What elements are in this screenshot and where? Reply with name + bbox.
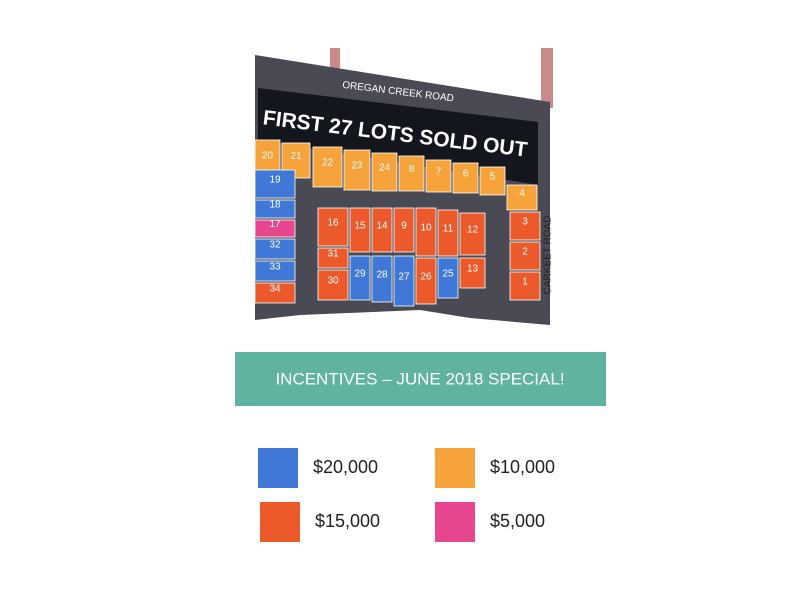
lot-number: 3 [522, 217, 528, 228]
lot-number: 25 [442, 269, 454, 280]
lot [393, 255, 415, 307]
legend-swatch [435, 448, 475, 488]
lot-number: 22 [322, 158, 334, 169]
lot-number: 10 [420, 223, 432, 234]
lot-number: 7 [436, 167, 442, 178]
lot-number: 14 [376, 221, 388, 232]
lot [393, 207, 415, 253]
lot [349, 207, 371, 253]
lot-number: 20 [262, 151, 274, 162]
lot [398, 155, 425, 192]
banner [235, 352, 606, 406]
sold-out-area [258, 88, 538, 185]
lot [317, 207, 349, 247]
lot [371, 207, 393, 253]
lot [254, 169, 296, 199]
lot [254, 238, 296, 260]
lot-number: 13 [467, 264, 479, 275]
lot-number: 8 [409, 164, 415, 175]
legend-label: $5,000 [490, 511, 545, 531]
lot [479, 166, 506, 196]
lot-number: 6 [463, 169, 469, 180]
lot-number: 11 [443, 224, 454, 235]
lot [254, 282, 296, 304]
lot-number: 30 [327, 276, 339, 287]
lot-number: 29 [354, 269, 366, 280]
lot [349, 255, 371, 301]
lot-number: 5 [490, 172, 496, 183]
lot-number: 16 [327, 218, 339, 229]
legend: $20,000 $10,000 $15,000 $5,000 [258, 448, 555, 542]
lot [509, 241, 541, 271]
lot [415, 257, 437, 305]
lot-number: 12 [467, 225, 479, 236]
lot-number: 1 [522, 277, 528, 288]
lot [371, 152, 398, 192]
lot [459, 212, 486, 256]
legend-swatch [435, 502, 475, 542]
legend-swatch [258, 448, 298, 488]
lot-number: 19 [269, 175, 281, 186]
legend-label: $10,000 [490, 457, 555, 477]
lot [343, 149, 371, 191]
lot-number: 21 [290, 151, 302, 162]
road-edge [541, 48, 553, 108]
road-edge [330, 48, 340, 73]
legend-label: $20,000 [313, 457, 378, 477]
lot-number: 4 [519, 188, 525, 199]
lot [317, 247, 349, 269]
lot [317, 269, 349, 301]
lot [415, 207, 437, 257]
lot-number: 18 [269, 200, 281, 211]
lot [425, 159, 452, 193]
legend-swatch [260, 502, 300, 542]
legend-label: $15,000 [315, 511, 380, 531]
lot [506, 184, 538, 211]
lot-number: 32 [269, 240, 281, 251]
lot-number: 24 [379, 163, 391, 174]
lot-number: 34 [269, 284, 281, 295]
lot-number: 27 [398, 272, 410, 283]
lot-number: 23 [351, 161, 363, 172]
lot [254, 219, 296, 238]
lot-number: 33 [269, 262, 281, 273]
lot-number: 9 [401, 221, 407, 232]
lot [437, 209, 459, 257]
road-label: CARKEET ROAD [543, 216, 554, 295]
lot-number: 2 [522, 247, 528, 258]
lot [509, 211, 541, 241]
lot [312, 146, 343, 188]
lot-number: 26 [420, 272, 432, 283]
lot [254, 199, 296, 219]
lot-number: 17 [269, 219, 281, 230]
lot-number: 31 [327, 249, 339, 260]
lot [459, 257, 486, 289]
lot-number: 15 [354, 221, 366, 232]
lot [254, 260, 296, 282]
lot [509, 271, 541, 301]
lot [371, 255, 393, 303]
lot [452, 162, 479, 194]
lot-number: 28 [376, 270, 388, 281]
banner-text: INCENTIVES – JUNE 2018 SPECIAL! [275, 369, 564, 388]
lot [437, 257, 459, 299]
